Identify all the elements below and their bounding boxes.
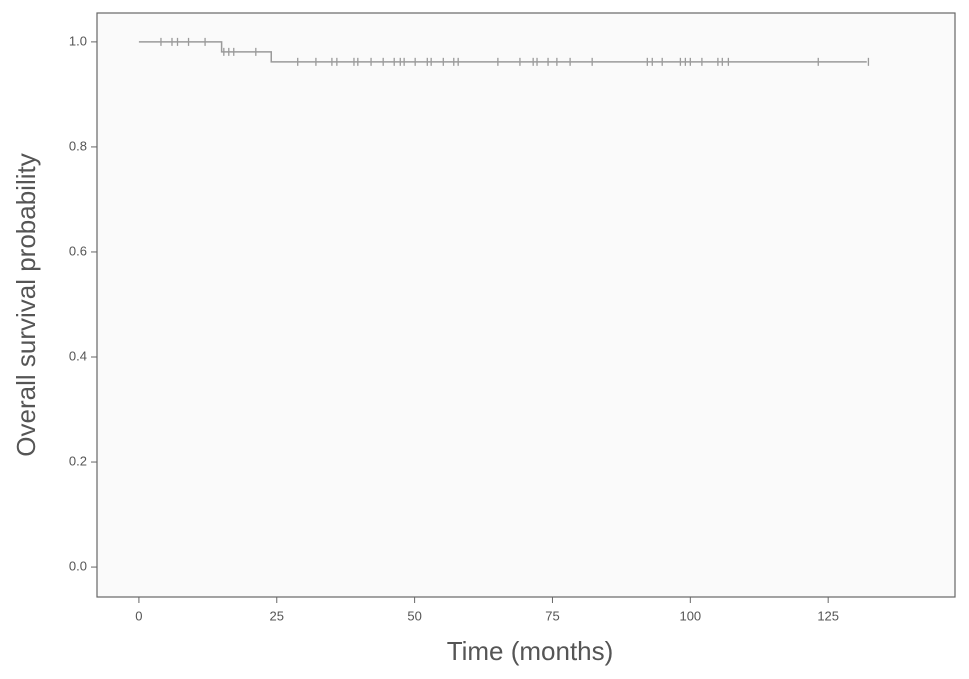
y-tick-label: 1.0 [69, 33, 87, 48]
x-tick-label: 125 [817, 608, 839, 623]
y-axis-label: Overall survival probability [11, 153, 41, 456]
y-tick-label: 0.0 [69, 559, 87, 574]
plot-area [96, 12, 956, 598]
x-tick-label: 50 [407, 608, 421, 623]
x-tick-label: 0 [135, 608, 142, 623]
y-tick-label: 0.4 [69, 348, 87, 363]
x-tick-label: 100 [679, 608, 701, 623]
y-tick-label: 0.6 [69, 243, 87, 258]
y-tick-label: 0.8 [69, 138, 87, 153]
x-axis-label: Time (months) [447, 636, 614, 666]
x-tick-label: 75 [545, 608, 559, 623]
x-tick-label: 25 [270, 608, 284, 623]
y-tick-label: 0.2 [69, 453, 87, 468]
